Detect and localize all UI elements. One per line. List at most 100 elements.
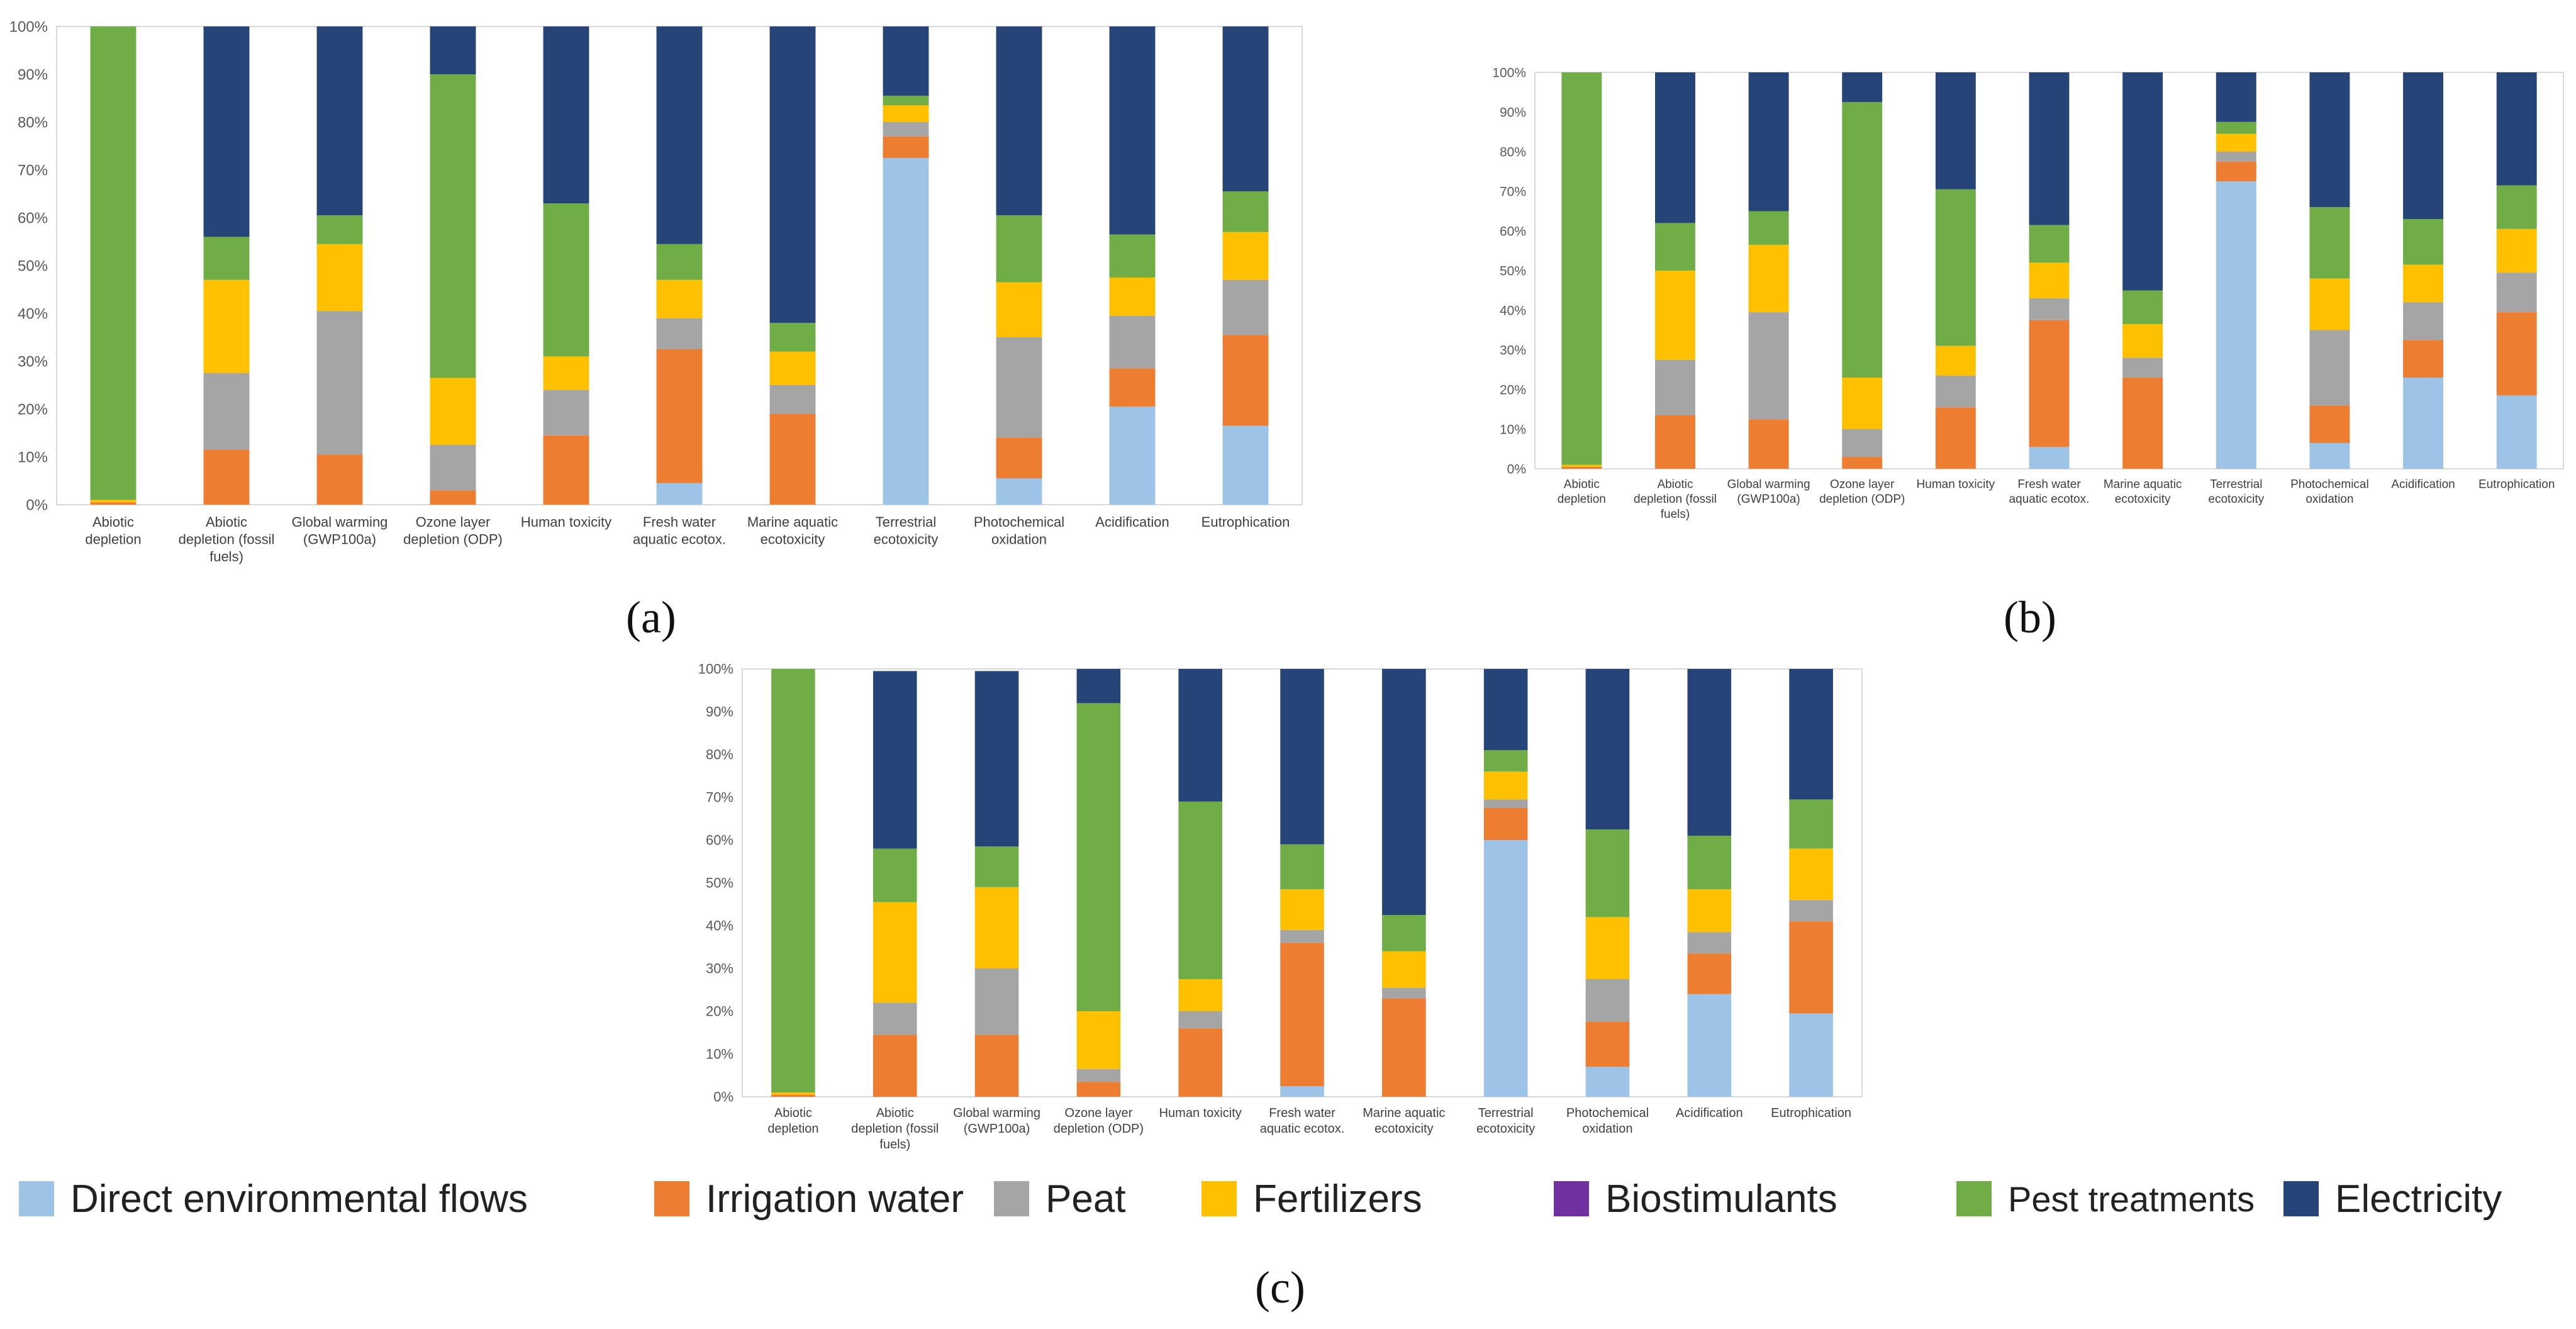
x-tick-label: Global warming (GWP100a) — [953, 1106, 1040, 1136]
bar-segment-peat — [1842, 429, 1882, 457]
bar-segment-irrigation-water — [1280, 943, 1324, 1086]
bar-segment-irrigation-water — [1687, 953, 1731, 994]
bar-segment-electricity — [430, 26, 476, 74]
bar-segment-irrigation-water — [657, 349, 703, 483]
bar-segment-fertilizers — [204, 280, 250, 373]
bar-segment-fertilizers — [657, 280, 703, 318]
bar-segment-electricity — [2029, 72, 2070, 225]
bar-segment-peat — [430, 445, 476, 490]
bar-segment-electricity — [204, 26, 250, 237]
x-tick-label: Ozone layer depletion (ODP) — [1054, 1106, 1144, 1136]
y-tick-label: 10% — [706, 1046, 733, 1062]
bar-segment-electricity — [2309, 72, 2350, 207]
bar-segment-pest-treatments — [1842, 102, 1882, 378]
y-tick-label: 40% — [18, 305, 48, 322]
bar-segment-direct-environmental-flows — [1687, 994, 1731, 1097]
y-tick-label: 100% — [9, 18, 48, 35]
bar-segment-pest-treatments — [2403, 219, 2443, 264]
y-tick-label: 50% — [706, 875, 733, 891]
bar-segment-fertilizers — [770, 352, 816, 385]
bar-segment-irrigation-water — [1223, 335, 1269, 425]
bar-segment-electricity — [2497, 72, 2537, 186]
bar-segment-pest-treatments — [770, 323, 816, 352]
chart-legend: Direct environmental flows Irrigation wa… — [19, 1170, 2560, 1227]
bar-segment-pest-treatments — [996, 215, 1042, 282]
bar-segment-electricity — [1586, 669, 1630, 829]
bar-segment-pest-treatments — [873, 849, 917, 902]
bar-segment-pest-treatments — [1789, 799, 1833, 848]
bar-segment-fertilizers — [1280, 889, 1324, 930]
y-tick-label: 10% — [1500, 422, 1526, 437]
bar-segment-direct-environmental-flows — [657, 483, 703, 505]
x-tick-label: Fresh water aquatic ecotox. — [2009, 478, 2090, 506]
chart-panel-a: 0% 10% 20% 30% 40% 50% 60% 70% 80% 90% 100% Abiotic… — [0, 0, 1315, 585]
bar-segment-peat — [204, 373, 250, 450]
y-tick-label: 50% — [18, 257, 48, 274]
y-tick-label: 0% — [26, 496, 48, 513]
bar-segment-peat — [1655, 360, 1695, 415]
bar-segment-electricity — [1687, 669, 1731, 836]
bar-segment-peat — [544, 390, 589, 435]
bar-segment-electricity — [1936, 72, 1976, 189]
bar-segment-electricity — [770, 26, 816, 323]
bar-segment-electricity — [2122, 72, 2163, 291]
bar-segment-direct-environmental-flows — [2309, 443, 2350, 469]
y-tick-label: 30% — [18, 353, 48, 370]
bar-segment-pest-treatments — [204, 237, 250, 279]
panel-label-a: (a) — [626, 595, 676, 640]
y-tick-label: 10% — [18, 449, 48, 466]
legend-swatch — [1202, 1181, 1237, 1216]
bar-segment-peat — [883, 122, 929, 137]
legend-swatch — [654, 1181, 689, 1216]
bar-segment-electricity — [1789, 669, 1833, 799]
x-tick-label: Acidification — [1676, 1106, 1743, 1120]
bar-segment-fertilizers — [1687, 889, 1731, 932]
bar-segment-pest-treatments — [1110, 235, 1156, 278]
bar-segment-direct-environmental-flows — [1484, 840, 1528, 1097]
bar-segment-fertilizers — [317, 244, 363, 311]
bar-segment-electricity — [873, 671, 917, 848]
bar-segment-irrigation-water — [1178, 1028, 1222, 1097]
bar-segment-pest-treatments — [2309, 207, 2350, 278]
y-tick-label: 70% — [18, 162, 48, 179]
bar-segment-electricity — [1842, 72, 1882, 102]
legend-swatch — [994, 1181, 1029, 1216]
bar-segment-peat — [2029, 298, 2070, 320]
x-tick-label: Abiotic depletion (fossil fuels) — [1634, 478, 1717, 521]
bar-segment-irrigation-water — [544, 435, 589, 505]
bar-segment-fertilizers — [1789, 849, 1833, 900]
x-tick-label: Marine aquatic ecotoxicity — [2104, 478, 2182, 506]
bar-segment-fertilizers — [430, 378, 476, 445]
bar-segment-fertilizers — [2122, 324, 2163, 358]
y-tick-label: 60% — [1500, 224, 1526, 238]
bar-segment-fertilizers — [975, 887, 1019, 968]
bar-segment-irrigation-water — [91, 502, 137, 505]
bar-segment-peat — [657, 318, 703, 349]
bar-segment-direct-environmental-flows — [883, 158, 929, 505]
x-tick-label: Ozone layer depletion (ODP) — [403, 514, 503, 547]
bar-segment-pest-treatments — [1223, 191, 1269, 232]
legend-item-pest-treatments: Pest treatments — [1956, 1170, 2255, 1227]
bar-segment-electricity — [544, 26, 589, 203]
legend-label: Biostimulants — [1605, 1177, 1837, 1221]
bar-segment-pest-treatments — [91, 26, 137, 500]
bar-segment-pest-treatments — [2497, 186, 2537, 229]
y-tick-label: 30% — [706, 961, 733, 977]
bar-segment-fertilizers — [996, 283, 1042, 337]
bar-segment-pest-treatments — [1178, 802, 1222, 979]
x-tick-label: Abiotic depletion — [767, 1106, 818, 1136]
y-tick-label: 30% — [1500, 343, 1526, 357]
x-tick-label: Abiotic depletion (fossil fuels) — [179, 514, 275, 564]
bar-segment-irrigation-water — [873, 1035, 917, 1097]
bar-segment-pest-treatments — [771, 669, 815, 1092]
y-tick-label: 90% — [706, 704, 733, 720]
legend-item-fertilizers: Fertilizers — [1202, 1170, 1422, 1227]
bar-segment-electricity — [1484, 669, 1528, 750]
x-tick-label: Fresh water aquatic ecotox. — [633, 514, 726, 547]
bar-segment-direct-environmental-flows — [996, 478, 1042, 505]
panel-label-c: (c) — [1255, 1265, 1305, 1310]
bar-segment-pest-treatments — [1687, 836, 1731, 889]
bar-segment-pest-treatments — [2029, 225, 2070, 263]
bar-segment-fertilizers — [771, 1092, 815, 1094]
bar-segment-electricity — [2403, 72, 2443, 219]
